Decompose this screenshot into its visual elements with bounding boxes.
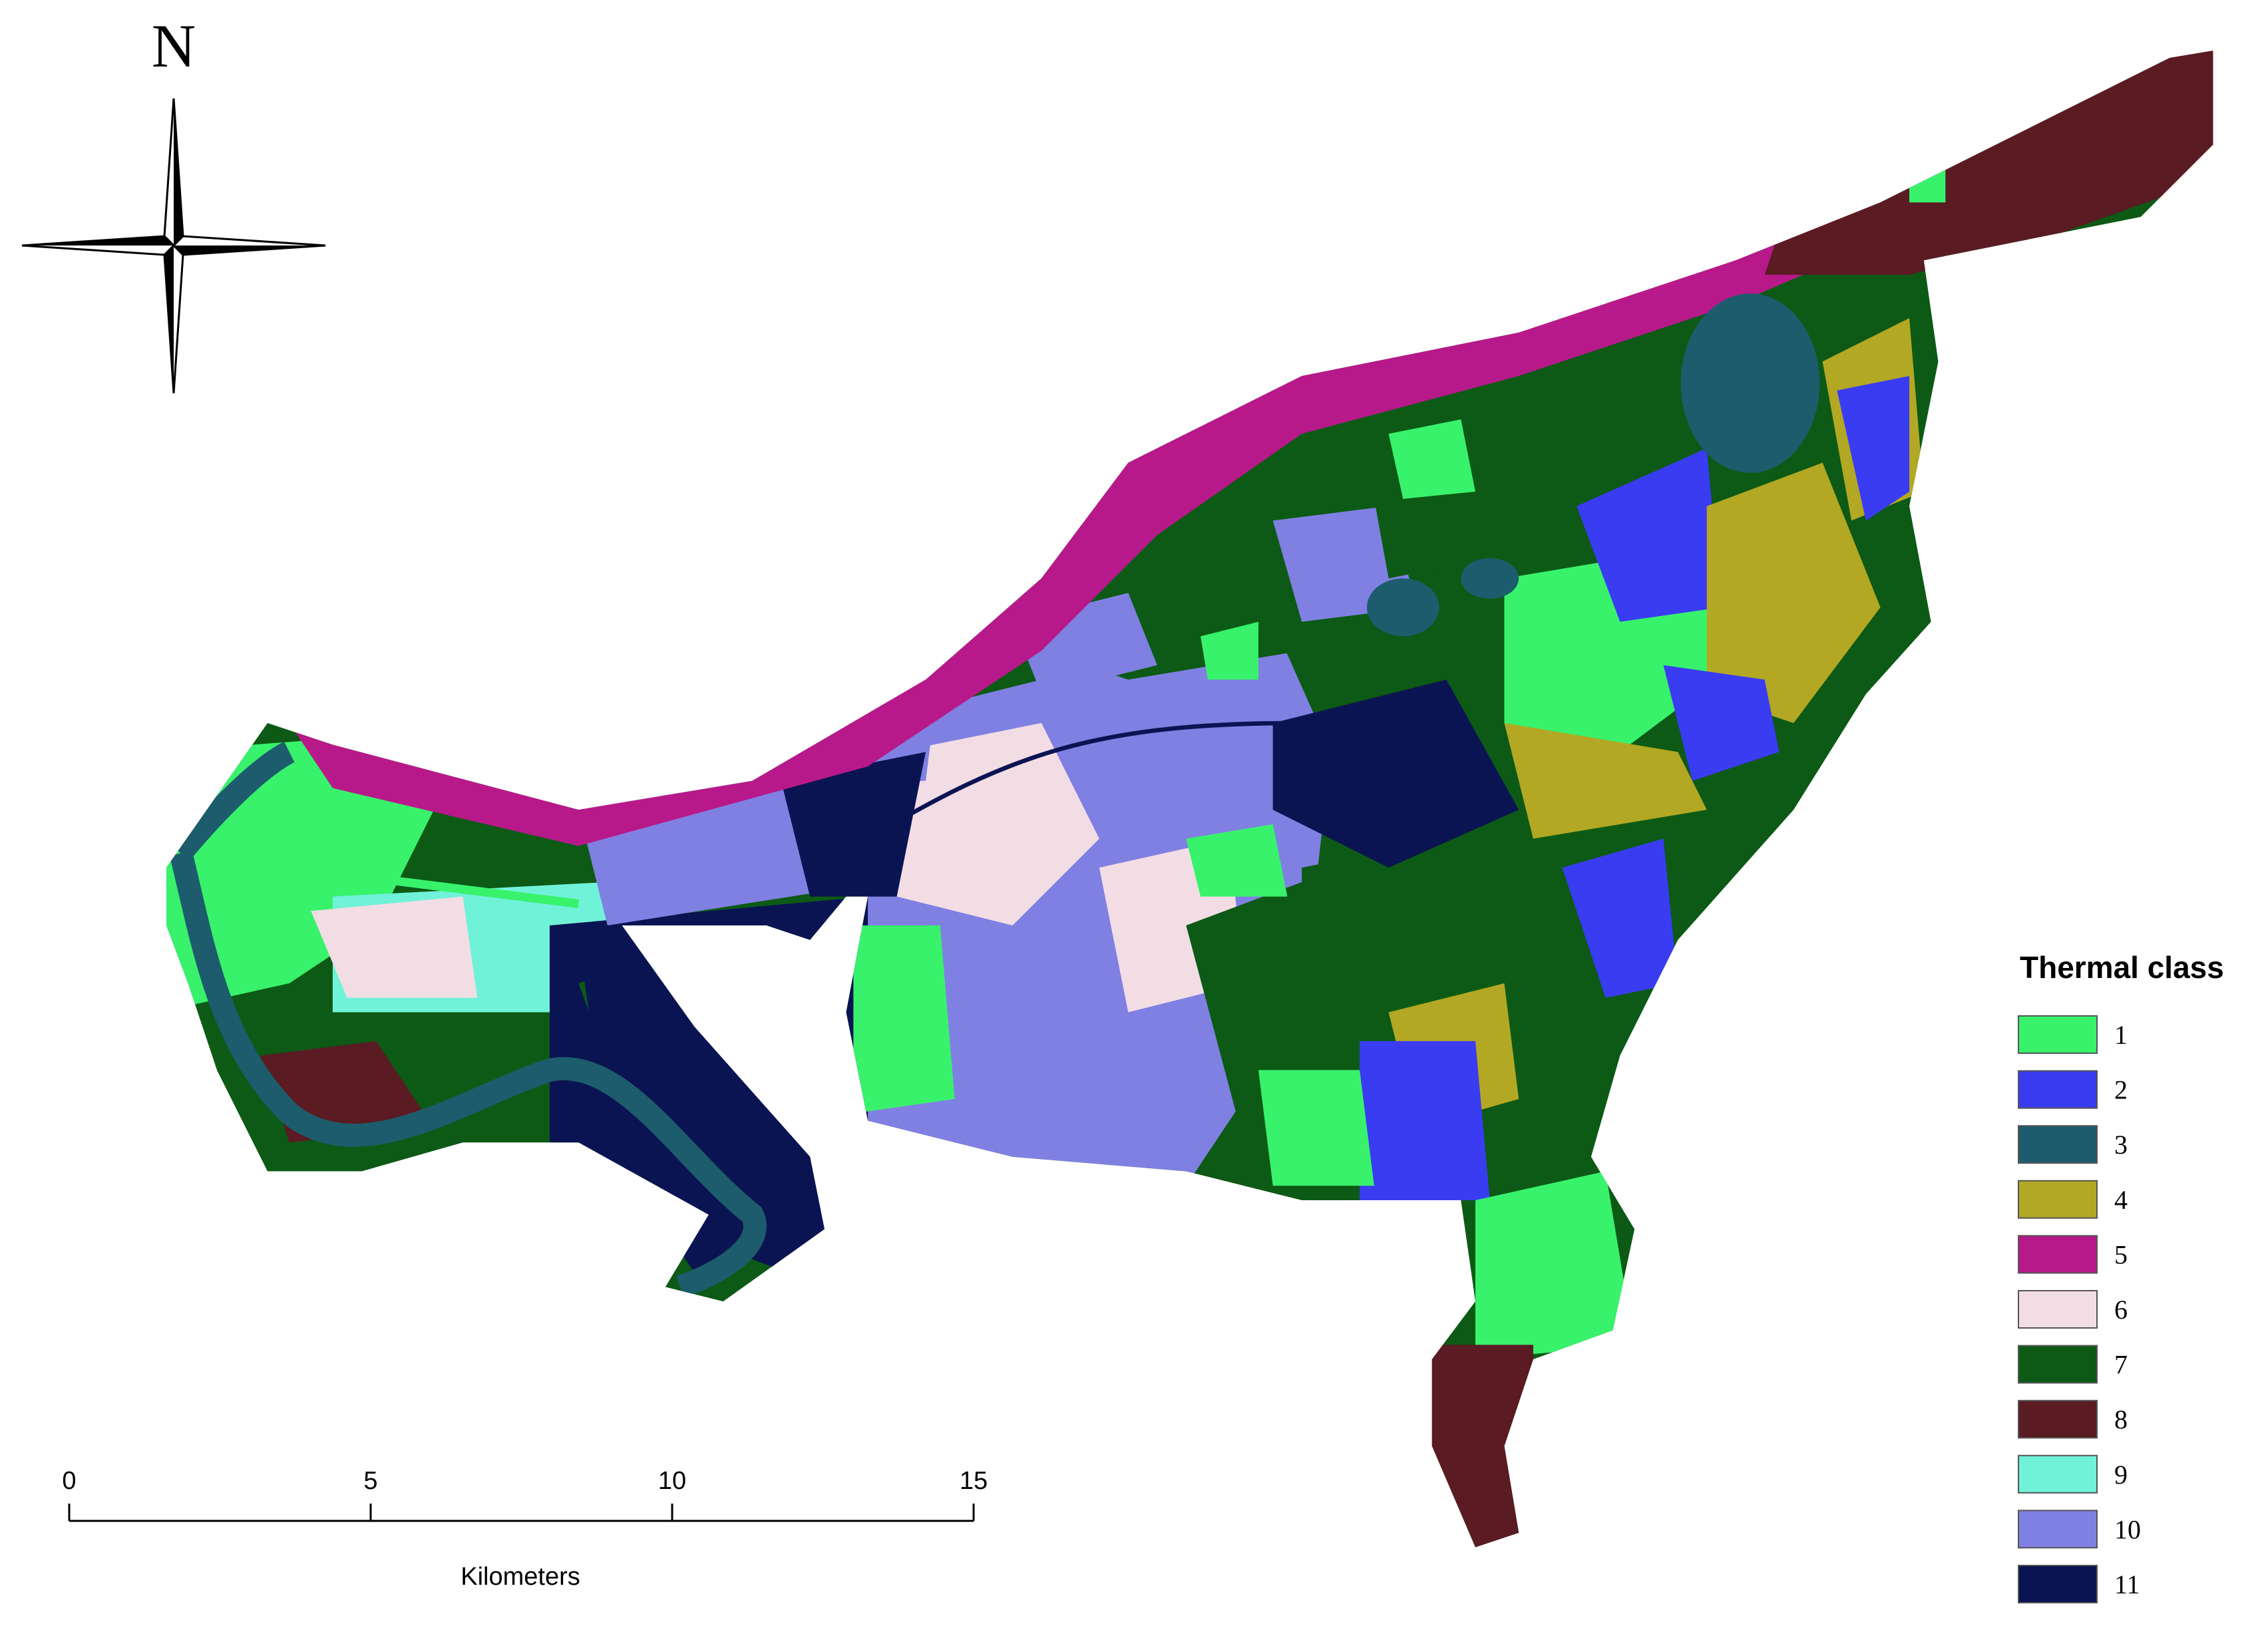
north-label: N [152, 12, 196, 80]
scale-label: 15 [960, 1467, 988, 1495]
zone [1577, 448, 1722, 622]
zone [1706, 462, 1881, 723]
legend-label: 11 [2114, 1569, 2140, 1599]
legend-swatch [2018, 1454, 2098, 1494]
zone [1909, 159, 1946, 203]
canal [866, 721, 1302, 841]
arrow-east-shade [174, 245, 325, 255]
legend-label: 6 [2114, 1295, 2128, 1325]
zone [1764, 51, 2213, 275]
zone [954, 983, 1099, 1143]
arrow-west-shade [22, 236, 174, 245]
zone [1562, 838, 1678, 998]
zone [1360, 1041, 1490, 1201]
lake [1680, 293, 1820, 473]
legend-label: 5 [2114, 1239, 2128, 1269]
legend-swatch [2018, 1235, 2098, 1274]
scale-label: 0 [62, 1467, 76, 1495]
legend-swatch [2018, 1125, 2098, 1164]
zone [1475, 1171, 1635, 1360]
legend-label: 4 [2114, 1185, 2128, 1215]
zone [1504, 723, 1707, 839]
zone [1663, 665, 1780, 781]
scale-label: 5 [363, 1467, 377, 1495]
zone [578, 939, 811, 1273]
legend-swatch [2018, 1565, 2098, 1603]
scale-label: 10 [658, 1467, 686, 1495]
legend-swatch [2018, 1290, 2098, 1329]
arrow-south-shade [164, 245, 174, 393]
legend-swatch [2018, 1070, 2098, 1109]
legend-label: 3 [2114, 1130, 2128, 1160]
legend-swatch [2018, 1180, 2098, 1219]
zone [1388, 419, 1475, 499]
legend-swatch [2018, 1015, 2098, 1054]
tail [1418, 1345, 1533, 1547]
lake [1366, 578, 1439, 637]
legend-swatch [2018, 1400, 2098, 1439]
legend-label: 2 [2114, 1075, 2128, 1105]
lake [1461, 558, 1519, 599]
zone [1837, 376, 1910, 521]
zone [896, 723, 1099, 926]
legend-title: Thermal class [2020, 950, 2224, 985]
canal [288, 863, 580, 908]
zone [853, 925, 955, 1114]
scale-bar: 0 5 10 15 Kilometers [62, 1467, 988, 1591]
legend-label: 8 [2114, 1404, 2128, 1434]
zone [1258, 1070, 1374, 1186]
zone [1272, 679, 1519, 868]
arrow-north-shade [174, 98, 183, 245]
legend-swatch [2018, 1510, 2098, 1549]
legend: Thermal class 1 2 3 4 5 6 7 8 9 10 11 [2018, 950, 2224, 1603]
zone [311, 896, 478, 998]
zone [781, 752, 926, 897]
north-arrow: N [21, 12, 326, 394]
coast [289, 51, 2213, 846]
legend-label: 10 [2114, 1514, 2141, 1544]
scale-unit: Kilometers [461, 1563, 580, 1591]
legend-label: 1 [2114, 1020, 2128, 1050]
legend-label: 9 [2114, 1460, 2128, 1490]
river [169, 741, 767, 1298]
legend-swatch [2018, 1345, 2098, 1384]
zone [1186, 824, 1288, 897]
zone [1201, 621, 1258, 680]
legend-label: 7 [2114, 1350, 2128, 1380]
